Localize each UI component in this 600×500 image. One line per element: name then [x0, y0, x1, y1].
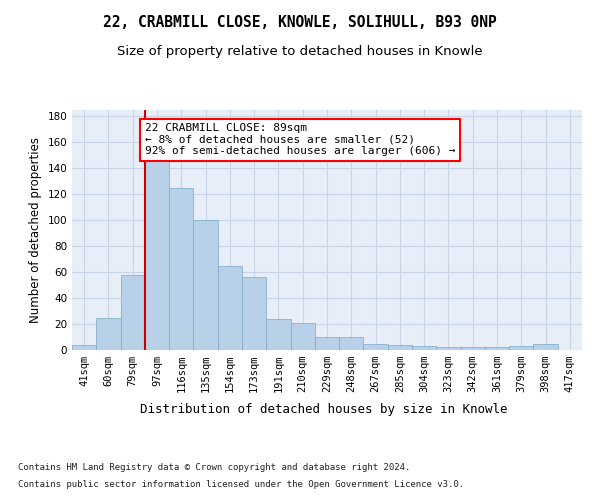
Text: 22, CRABMILL CLOSE, KNOWLE, SOLIHULL, B93 0NP: 22, CRABMILL CLOSE, KNOWLE, SOLIHULL, B9… — [103, 15, 497, 30]
Bar — [242, 278, 266, 350]
Bar — [218, 266, 242, 350]
Text: Contains public sector information licensed under the Open Government Licence v3: Contains public sector information licen… — [18, 480, 464, 489]
Text: 22 CRABMILL CLOSE: 89sqm
← 8% of detached houses are smaller (52)
92% of semi-de: 22 CRABMILL CLOSE: 89sqm ← 8% of detache… — [145, 123, 455, 156]
Bar — [339, 337, 364, 350]
Bar — [412, 346, 436, 350]
Bar — [509, 346, 533, 350]
Bar — [121, 275, 145, 350]
Bar — [436, 348, 461, 350]
Bar — [315, 337, 339, 350]
Text: Size of property relative to detached houses in Knowle: Size of property relative to detached ho… — [117, 45, 483, 58]
Bar — [193, 220, 218, 350]
Bar — [96, 318, 121, 350]
Bar — [485, 348, 509, 350]
Bar — [145, 156, 169, 350]
Text: Contains HM Land Registry data © Crown copyright and database right 2024.: Contains HM Land Registry data © Crown c… — [18, 462, 410, 471]
Text: Distribution of detached houses by size in Knowle: Distribution of detached houses by size … — [140, 402, 508, 415]
Bar — [290, 323, 315, 350]
Bar — [533, 344, 558, 350]
Bar — [364, 344, 388, 350]
Bar — [72, 345, 96, 350]
Bar — [266, 319, 290, 350]
Bar — [461, 348, 485, 350]
Bar — [169, 188, 193, 350]
Y-axis label: Number of detached properties: Number of detached properties — [29, 137, 42, 323]
Bar — [388, 345, 412, 350]
